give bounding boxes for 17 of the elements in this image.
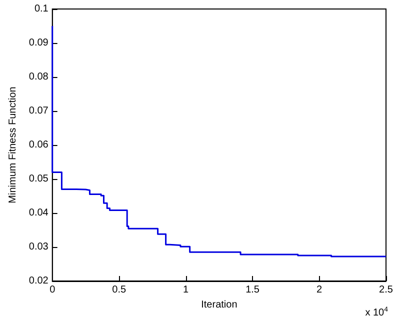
x-tick-label: 0.5 <box>112 284 126 296</box>
y-tick-label: 0.05 <box>28 174 49 184</box>
y-tick-label: 0.02 <box>28 276 49 286</box>
y-tick-label: 0.1 <box>34 4 49 14</box>
y-axis-title: Minimum Fitness Function <box>8 86 18 204</box>
x-tick-label: 1.5 <box>246 284 260 296</box>
y-tick-label: 0.07 <box>28 106 49 116</box>
y-tick-label: 0.08 <box>28 72 49 82</box>
x-tick-label: 0 <box>50 284 56 296</box>
y-tick-label: 0.09 <box>28 38 49 48</box>
x-tick-label: 2 <box>316 284 322 296</box>
x-tick-label: 2.5 <box>379 284 394 296</box>
x-axis-title: Iteration <box>201 299 238 310</box>
y-tick-label: 0.03 <box>28 242 49 252</box>
y-tick-label: 0.06 <box>28 140 49 150</box>
y-tick-label: 0.04 <box>28 208 49 218</box>
x-tick-label: 1 <box>183 284 190 296</box>
